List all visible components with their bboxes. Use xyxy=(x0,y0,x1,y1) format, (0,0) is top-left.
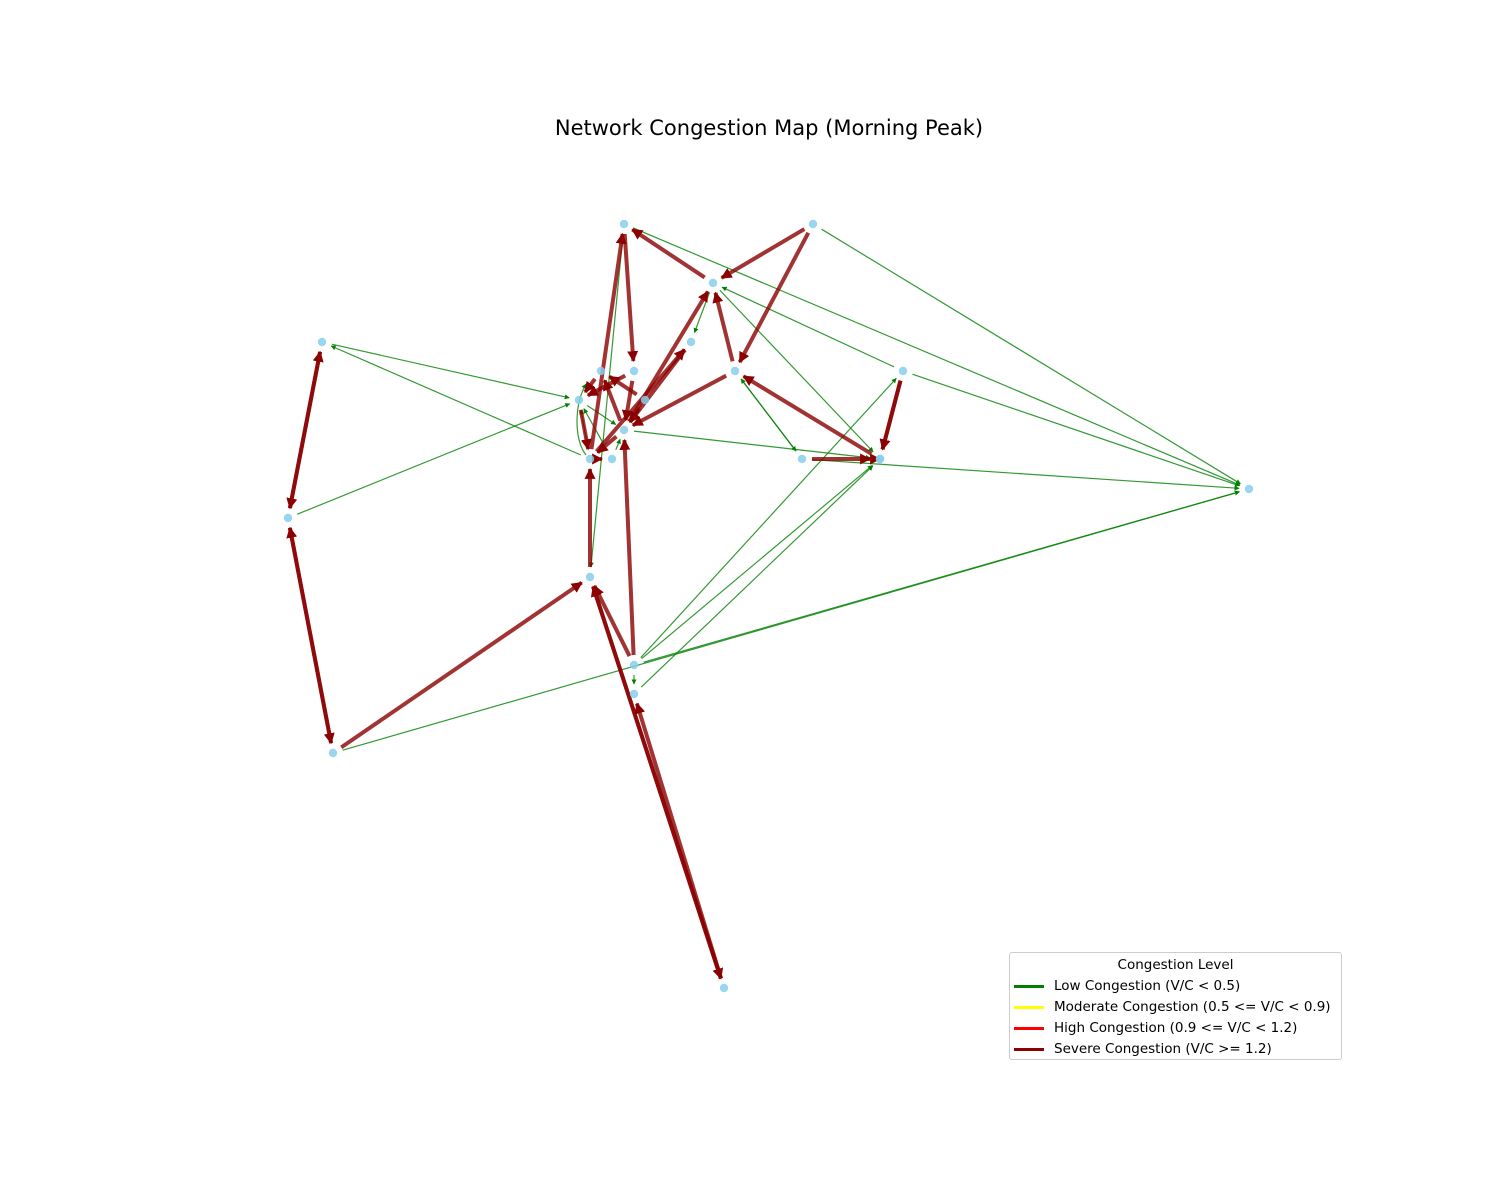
node-N11 xyxy=(596,366,606,376)
legend-item-low: Low Congestion (V/C < 0.5) xyxy=(1014,976,1240,996)
edge-N4-N9 xyxy=(331,343,570,400)
legend-swatch-high xyxy=(1014,1026,1044,1030)
node-N7 xyxy=(898,366,908,376)
node-N19 xyxy=(1244,484,1254,494)
legend-label-high: High Congestion (0.9 <= V/C < 1.2) xyxy=(1054,1020,1298,1036)
edge-N7-N19 xyxy=(912,373,1241,487)
node-N12 xyxy=(640,395,650,405)
node-N2 xyxy=(808,219,818,229)
edge-N22-N19 xyxy=(643,490,1240,663)
edge-N6-N3 xyxy=(712,291,735,362)
edge-N13-N1 xyxy=(589,232,627,450)
legend-swatch-low xyxy=(1014,984,1044,988)
edge-N16-N6 xyxy=(740,378,797,452)
node-N15 xyxy=(607,454,617,464)
edge-N2-N6 xyxy=(737,231,811,364)
edge-N17-N6 xyxy=(742,374,873,456)
node-N6 xyxy=(730,366,740,376)
low-congestion-edges xyxy=(297,227,1241,751)
edge-N6-N14 xyxy=(631,373,728,428)
edge-N21-N5 xyxy=(286,526,334,744)
network-nodes xyxy=(283,219,1254,993)
node-N8 xyxy=(629,366,639,376)
edge-N5-N9 xyxy=(297,403,571,515)
legend-item-severe: Severe Congestion (V/C >= 1.2) xyxy=(1014,1039,1272,1059)
edge-N8-N14 xyxy=(621,380,635,422)
edge-N5-N4 xyxy=(287,350,324,509)
edge-N2-N19 xyxy=(821,228,1241,485)
node-N16 xyxy=(797,454,807,464)
chart-title: Network Congestion Map (Morning Peak) xyxy=(554,116,984,140)
edge-N14-N17 xyxy=(633,430,871,460)
legend-item-high: High Congestion (0.9 <= V/C < 1.2) xyxy=(1014,1018,1297,1038)
node-N20 xyxy=(585,572,595,582)
node-N10 xyxy=(686,337,696,347)
edge-N23-N17 xyxy=(640,465,874,688)
edge-N7-N18 xyxy=(879,380,903,451)
node-N24 xyxy=(719,983,729,993)
edge-N24-N23 xyxy=(634,702,723,980)
legend-swatch-severe xyxy=(1014,1047,1044,1051)
node-N23 xyxy=(629,689,639,699)
edge-N22-N7 xyxy=(640,377,897,659)
legend-label-moderate: Moderate Congestion (0.5 <= V/C < 0.9) xyxy=(1054,999,1331,1015)
node-N3 xyxy=(708,278,718,288)
node-N5 xyxy=(283,513,293,523)
node-N14 xyxy=(619,425,629,435)
edge-N1-N8 xyxy=(622,233,639,363)
edge-N3-N17 xyxy=(719,289,874,453)
edge-N2-N3 xyxy=(720,227,806,280)
edge-N15-N14 xyxy=(615,438,621,450)
edge-N8-N9 xyxy=(586,373,627,398)
legend-title: Congestion Level xyxy=(1117,957,1234,973)
legend-item-moderate: Moderate Congestion (0.5 <= V/C < 0.9) xyxy=(1014,997,1331,1017)
node-N1 xyxy=(619,219,629,229)
node-N4 xyxy=(317,337,327,347)
edge-N3-N1 xyxy=(631,227,706,280)
legend-label-severe: Severe Congestion (V/C >= 1.2) xyxy=(1054,1041,1272,1057)
edge-N1-N20 xyxy=(588,233,624,568)
node-N13 xyxy=(585,454,595,464)
legend-label-low: Low Congestion (V/C < 0.5) xyxy=(1054,978,1241,994)
edge-N22-N17 xyxy=(641,464,873,660)
edge-N22-N14 xyxy=(619,438,636,656)
edge-N9-N13 xyxy=(578,409,592,451)
edge-N1-N19 xyxy=(632,227,1241,486)
edge-N9-N14 xyxy=(586,405,617,425)
edge-N22-N20 xyxy=(592,584,632,657)
node-N22 xyxy=(629,660,639,670)
edge-N14-N13 xyxy=(596,434,618,455)
legend: Congestion Level Low Congestion (V/C < 0… xyxy=(1009,952,1342,1060)
node-N18 xyxy=(875,454,885,464)
legend-swatch-moderate xyxy=(1014,1005,1044,1009)
edge-N21-N20 xyxy=(340,581,583,749)
node-N9 xyxy=(574,395,584,405)
edge-N7-N3 xyxy=(721,286,895,368)
severe-congestion-edges xyxy=(286,227,903,980)
edge-N16-N19 xyxy=(811,459,1240,491)
edge-N13-N4 xyxy=(330,345,582,456)
edge-N11-N9 xyxy=(583,377,597,394)
node-N21 xyxy=(328,748,338,758)
